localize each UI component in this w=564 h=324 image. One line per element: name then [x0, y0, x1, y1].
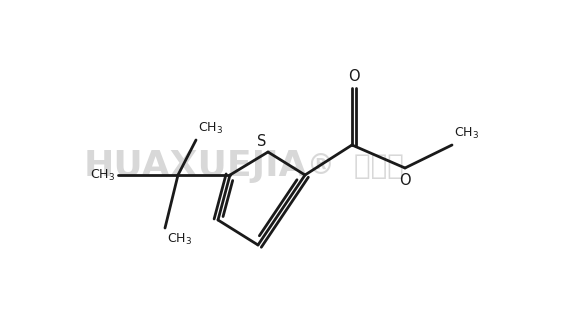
Text: ®  化学加: ® 化学加 — [307, 152, 403, 180]
Text: O: O — [348, 69, 360, 84]
Text: CH$_3$: CH$_3$ — [90, 168, 115, 182]
Text: CH$_3$: CH$_3$ — [167, 232, 192, 247]
Text: CH$_3$: CH$_3$ — [198, 121, 223, 136]
Text: CH$_3$: CH$_3$ — [454, 126, 479, 141]
Text: O: O — [399, 173, 411, 188]
Text: S: S — [257, 134, 266, 149]
Text: HUAXUEJIA: HUAXUEJIA — [83, 149, 307, 183]
